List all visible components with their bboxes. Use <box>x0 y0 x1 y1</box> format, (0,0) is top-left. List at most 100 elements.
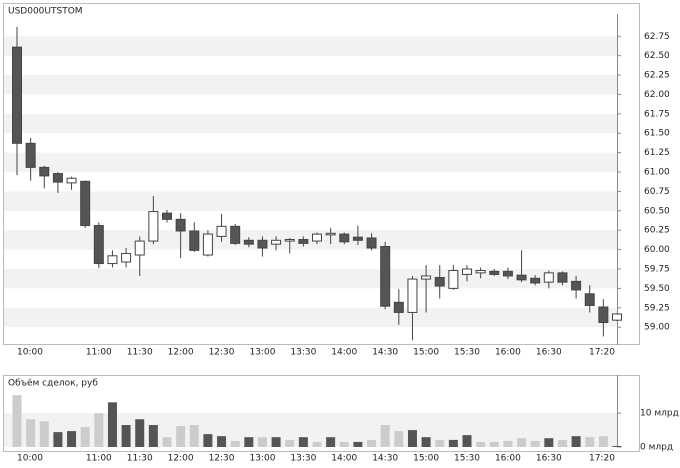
volume-bar <box>544 438 554 447</box>
y-tick-label: 60.00 <box>644 245 670 255</box>
x-tick-label: 17:20 <box>589 454 615 464</box>
volume-bar <box>257 437 267 447</box>
x-tick-label: 12:30 <box>209 348 235 358</box>
volume-bar <box>230 440 240 447</box>
candle-body <box>298 239 309 244</box>
volume-bar <box>517 438 527 447</box>
x-tick-label: 10:00 <box>17 454 43 464</box>
candle-body <box>325 232 336 236</box>
y-tick-label: 60.75 <box>644 187 670 197</box>
candle-body <box>516 274 527 281</box>
volume-bar <box>26 419 36 447</box>
volume-bar <box>148 425 158 447</box>
candle-body <box>93 225 104 265</box>
candle-body <box>134 240 145 256</box>
candle-body <box>598 306 609 324</box>
volume-bar <box>176 426 186 447</box>
candle-body <box>380 245 391 307</box>
grid-band <box>4 191 617 211</box>
candle-body <box>393 301 404 313</box>
y-tick-label: 59.75 <box>644 264 670 274</box>
volume-bar <box>80 427 90 447</box>
y-tick-label: 62.75 <box>644 32 670 42</box>
candle-body <box>612 313 622 321</box>
candle-body <box>66 177 77 184</box>
grid-band <box>4 152 617 173</box>
x-tick-label: 12:00 <box>168 454 194 464</box>
candle-body <box>571 280 582 291</box>
volume-bar <box>107 402 117 447</box>
x-tick-label: 14:00 <box>331 454 357 464</box>
volume-bar <box>189 425 199 447</box>
y-tick-label: 59.00 <box>644 323 670 333</box>
volume-bar <box>612 445 622 447</box>
candle-body <box>489 270 500 275</box>
candle-body <box>502 270 513 277</box>
candle-body <box>312 233 322 242</box>
volume-bar <box>298 437 308 447</box>
grid-band <box>4 307 617 328</box>
candle-body <box>216 225 227 237</box>
x-tick-label: 11:00 <box>86 348 112 358</box>
x-tick-label: 14:00 <box>331 348 357 358</box>
candle-body <box>175 218 186 232</box>
volume-bar <box>353 441 363 447</box>
x-tick-label: 10:00 <box>17 348 43 358</box>
candle-body <box>121 252 132 263</box>
candle-body <box>202 233 213 256</box>
volume-bar <box>435 439 445 447</box>
volume-bar <box>585 437 595 447</box>
candle-body <box>584 293 595 306</box>
x-tick-label: 12:00 <box>168 348 194 358</box>
x-tick-label: 17:20 <box>589 348 615 358</box>
volume-bar <box>380 425 390 447</box>
volume-bar <box>530 440 540 447</box>
volume-bar <box>135 419 145 447</box>
volume-bar <box>162 437 172 447</box>
y-tick-label: 61.50 <box>644 129 670 139</box>
y-tick-label: 62.25 <box>644 71 670 81</box>
volume-bar <box>462 435 472 447</box>
candle-body <box>271 239 282 245</box>
x-tick-label: 11:00 <box>86 454 112 464</box>
volume-bar <box>448 439 458 447</box>
candle-body <box>25 142 36 168</box>
x-tick-label: 16:00 <box>495 454 521 464</box>
volume-bar <box>394 431 404 447</box>
candle-body <box>339 233 350 243</box>
x-tick-label: 13:30 <box>290 348 316 358</box>
candle-body <box>52 173 63 183</box>
volume-bar <box>217 436 227 447</box>
y-tick-label: 61.25 <box>644 148 670 158</box>
grid-band <box>4 113 617 134</box>
candle-body <box>284 239 295 242</box>
grid-band <box>4 413 617 447</box>
candle-body <box>148 211 159 242</box>
volume-bar <box>312 441 322 447</box>
volume-title: Объём сделок, руб <box>8 379 98 389</box>
x-tick-label: 12:30 <box>209 454 235 464</box>
x-tick-label: 14:30 <box>372 348 398 358</box>
volume-bar <box>407 430 417 447</box>
x-tick-label: 15:00 <box>413 348 439 358</box>
volume-bar <box>489 441 499 447</box>
volume-bar <box>39 421 49 447</box>
candle-body <box>80 180 91 227</box>
x-tick-label: 13:30 <box>290 454 316 464</box>
x-tick-label: 13:00 <box>249 348 275 358</box>
x-tick-label: 11:30 <box>127 454 153 464</box>
grid-band <box>4 36 617 56</box>
x-tick-label: 16:30 <box>536 348 562 358</box>
x-tick-label: 14:30 <box>372 454 398 464</box>
volume-bar <box>121 425 131 447</box>
candle-body <box>230 225 241 244</box>
y-tick-label: 59.50 <box>644 284 670 294</box>
y-tick-label: 59.25 <box>644 303 670 313</box>
volume-bar <box>67 431 77 447</box>
volume-bar <box>476 441 486 447</box>
x-tick-label: 13:00 <box>249 454 275 464</box>
volume-bar <box>557 439 567 447</box>
candle-body <box>12 46 22 144</box>
candle-body <box>448 270 459 289</box>
